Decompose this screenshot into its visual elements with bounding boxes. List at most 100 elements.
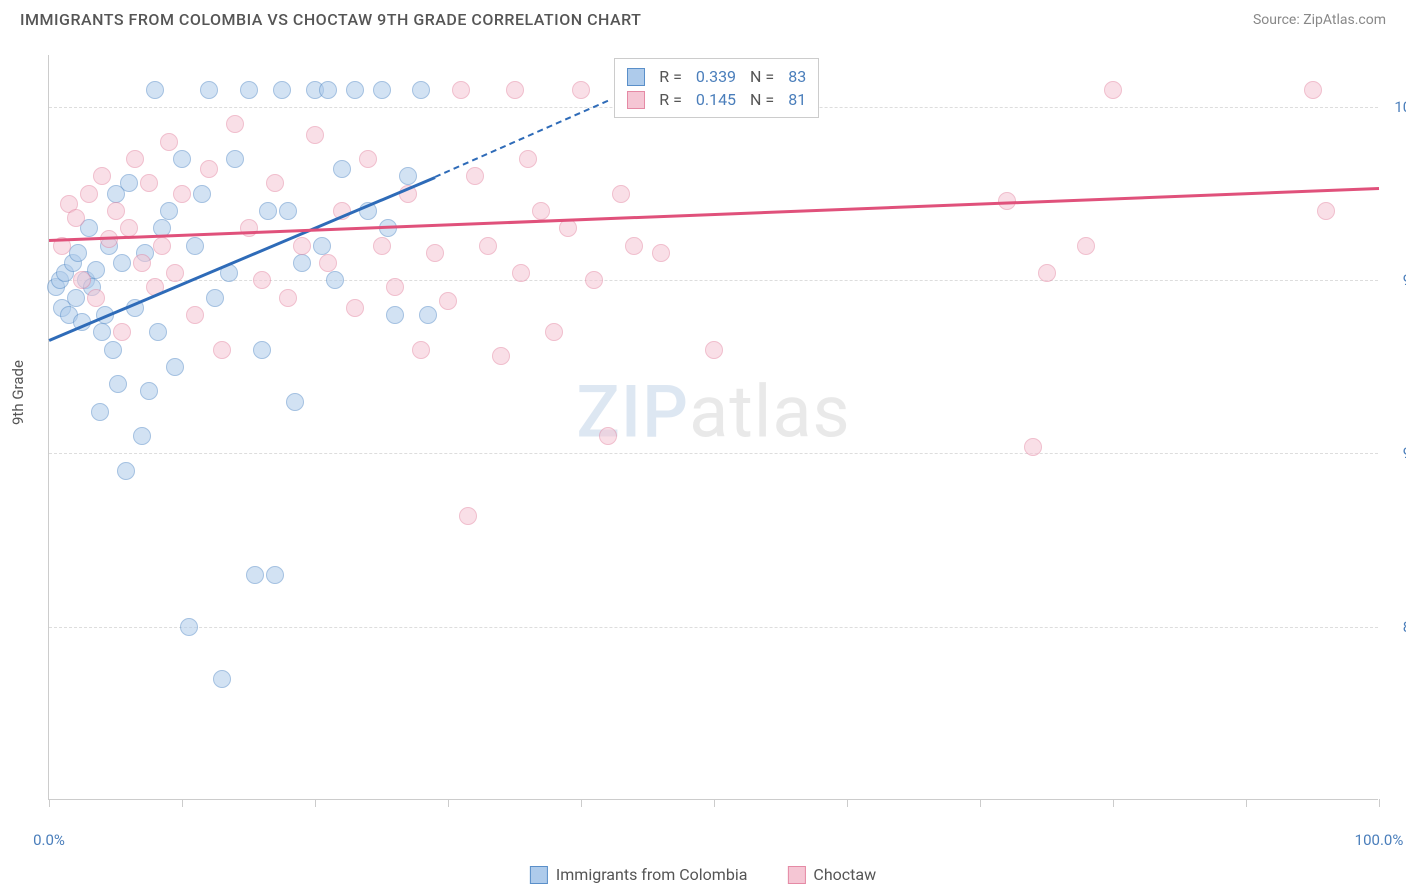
scatter-point-colombia [412, 81, 430, 99]
scatter-point-choctaw [253, 271, 271, 289]
scatter-point-choctaw [652, 244, 670, 262]
scatter-point-colombia [399, 167, 417, 185]
scatter-point-choctaw [266, 174, 284, 192]
scatter-point-choctaw [93, 167, 111, 185]
scatter-point-choctaw [1317, 202, 1335, 220]
legend-bottom: Immigrants from Colombia Choctaw [530, 865, 876, 884]
scatter-point-colombia [326, 271, 344, 289]
trend-line [434, 100, 608, 178]
gridline [49, 627, 1378, 628]
legend-r-value: 0.339 [696, 67, 736, 86]
scatter-point-choctaw [140, 174, 158, 192]
scatter-point-colombia [213, 670, 231, 688]
scatter-point-colombia [346, 81, 364, 99]
scatter-point-choctaw [599, 427, 617, 445]
scatter-point-choctaw [532, 202, 550, 220]
scatter-point-choctaw [113, 323, 131, 341]
scatter-point-colombia [173, 150, 191, 168]
scatter-point-choctaw [87, 289, 105, 307]
scatter-point-colombia [146, 81, 164, 99]
scatter-point-colombia [253, 341, 271, 359]
ytick-label: 85.0% [1383, 618, 1406, 636]
scatter-point-choctaw [73, 271, 91, 289]
scatter-point-colombia [200, 81, 218, 99]
scatter-point-colombia [117, 462, 135, 480]
xtick [448, 799, 449, 807]
legend-label: Choctaw [813, 865, 876, 884]
scatter-point-choctaw [386, 278, 404, 296]
scatter-point-colombia [333, 160, 351, 178]
scatter-point-choctaw [466, 167, 484, 185]
legend-n-value: 83 [788, 67, 806, 86]
scatter-point-colombia [133, 427, 151, 445]
scatter-point-colombia [273, 81, 291, 99]
scatter-point-choctaw [492, 347, 510, 365]
source-label: Source: ZipAtlas.com [1253, 12, 1386, 28]
scatter-point-colombia [67, 289, 85, 307]
scatter-point-choctaw [1024, 438, 1042, 456]
scatter-point-choctaw [545, 323, 563, 341]
scatter-point-choctaw [153, 237, 171, 255]
scatter-point-colombia [109, 375, 127, 393]
ytick-label: 95.0% [1383, 271, 1406, 289]
scatter-point-colombia [186, 237, 204, 255]
xtick [1379, 799, 1380, 807]
scatter-point-choctaw [426, 244, 444, 262]
watermark-part2: atlas [689, 370, 851, 455]
scatter-point-choctaw [133, 254, 151, 272]
legend-stats-row: R =0.339N =83 [627, 65, 806, 88]
scatter-point-choctaw [459, 507, 477, 525]
scatter-point-choctaw [612, 185, 630, 203]
scatter-point-colombia [113, 254, 131, 272]
scatter-point-colombia [160, 202, 178, 220]
gridline [49, 280, 1378, 281]
scatter-point-choctaw [625, 237, 643, 255]
xtick [49, 799, 50, 807]
scatter-point-colombia [246, 566, 264, 584]
xtick [847, 799, 848, 807]
scatter-point-colombia [166, 358, 184, 376]
watermark: ZIPatlas [576, 370, 850, 455]
scatter-point-choctaw [412, 341, 430, 359]
scatter-point-choctaw [519, 150, 537, 168]
scatter-point-colombia [140, 382, 158, 400]
trend-line [49, 187, 1379, 241]
scatter-point-choctaw [67, 209, 85, 227]
scatter-point-choctaw [173, 185, 191, 203]
scatter-point-choctaw [506, 81, 524, 99]
scatter-point-choctaw [319, 254, 337, 272]
xtick [1113, 799, 1114, 807]
ytick-label: 90.0% [1383, 444, 1406, 462]
y-axis-label: 9th Grade [9, 360, 27, 425]
scatter-point-choctaw [279, 289, 297, 307]
scatter-point-colombia [240, 81, 258, 99]
scatter-point-choctaw [1104, 81, 1122, 99]
legend-stats: R =0.339N =83R =0.145N =81 [614, 58, 819, 118]
legend-n-label: N = [750, 67, 774, 86]
xtick-label: 100.0% [1355, 831, 1404, 849]
chart-title: IMMIGRANTS FROM COLOMBIA VS CHOCTAW 9TH … [20, 10, 641, 29]
xtick [980, 799, 981, 807]
scatter-point-colombia [293, 254, 311, 272]
scatter-point-choctaw [559, 219, 577, 237]
legend-item: Immigrants from Colombia [530, 865, 748, 884]
scatter-point-choctaw [306, 126, 324, 144]
scatter-point-colombia [419, 306, 437, 324]
scatter-point-choctaw [186, 306, 204, 324]
scatter-point-choctaw [572, 81, 590, 99]
legend-n-value: 81 [788, 90, 806, 109]
scatter-point-choctaw [107, 202, 125, 220]
scatter-point-choctaw [439, 292, 457, 310]
scatter-point-colombia [319, 81, 337, 99]
scatter-point-colombia [259, 202, 277, 220]
xtick-label: 0.0% [33, 831, 65, 849]
legend-n-label: N = [750, 90, 774, 109]
scatter-point-choctaw [160, 133, 178, 151]
scatter-point-choctaw [1038, 264, 1056, 282]
scatter-point-colombia [266, 566, 284, 584]
scatter-point-choctaw [240, 219, 258, 237]
gridline [49, 453, 1378, 454]
scatter-point-choctaw [226, 115, 244, 133]
scatter-point-choctaw [512, 264, 530, 282]
scatter-point-colombia [286, 393, 304, 411]
